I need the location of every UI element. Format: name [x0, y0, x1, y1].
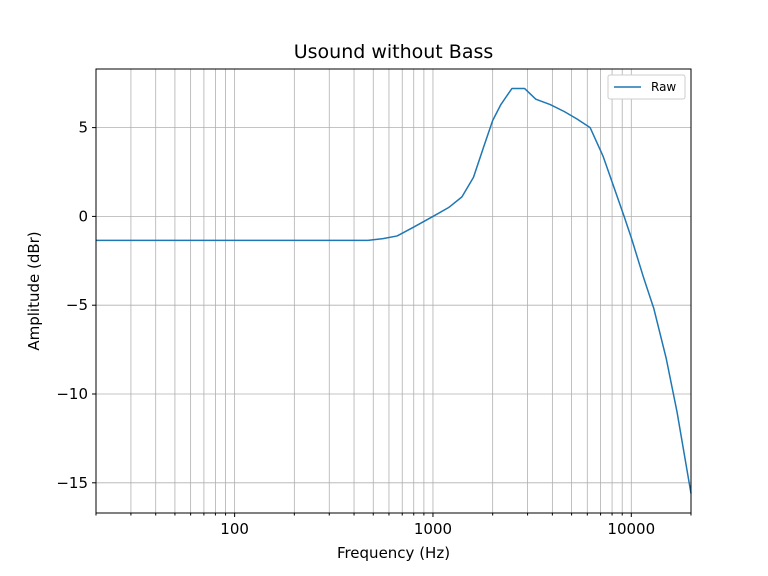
legend-box — [607, 74, 686, 100]
x-axis-label: Frequency (Hz) — [337, 544, 450, 562]
y-axis-label: Amplitude (dBr) — [25, 231, 43, 350]
grid — [95, 69, 692, 513]
y-tick-label: 5 — [78, 119, 88, 137]
y-tick-label: −5 — [66, 296, 88, 314]
ticks: 100 1000 10000 5 0 −5 −10 −15 — [56, 119, 692, 538]
legend-label-raw: Raw — [651, 80, 676, 94]
y-tick-label: −15 — [56, 474, 88, 492]
x-tick-label: 100 — [220, 520, 249, 538]
series-line-raw — [96, 87, 692, 494]
chart-title: Usound without Bass — [294, 41, 494, 63]
plot-frame — [95, 68, 692, 514]
legend: Raw — [607, 74, 686, 100]
x-tick-label: 1000 — [414, 520, 452, 538]
x-tick-label: 10000 — [607, 520, 655, 538]
series-layer — [96, 87, 692, 494]
y-tick-label: 0 — [78, 207, 88, 225]
y-tick-label: −10 — [56, 385, 88, 403]
